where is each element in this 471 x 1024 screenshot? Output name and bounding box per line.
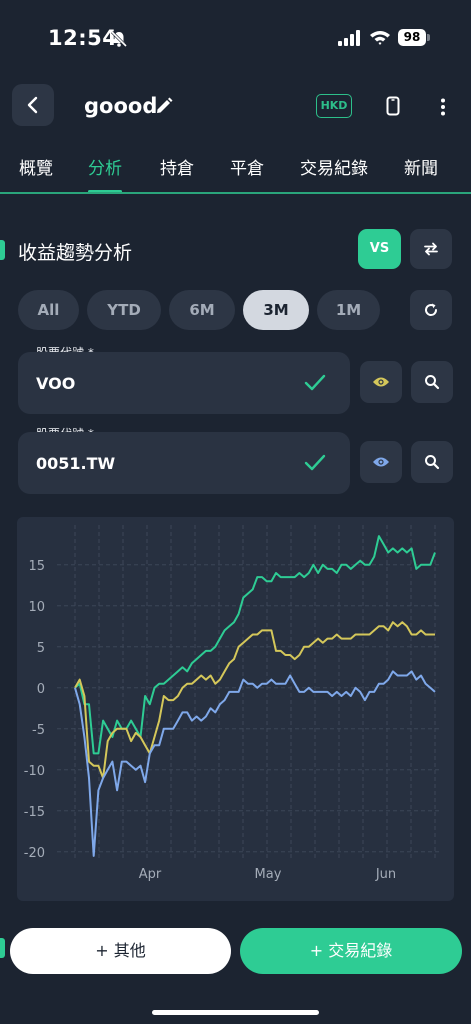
tab-overview[interactable]: 概覽 — [19, 159, 53, 179]
active-tab-indicator — [88, 190, 122, 193]
section-marker — [0, 240, 5, 260]
add-other-button[interactable]: + 其他 — [10, 928, 231, 974]
currency-badge[interactable]: HKD — [316, 94, 352, 118]
stock1-search-button[interactable] — [411, 361, 453, 403]
check-icon — [304, 454, 326, 471]
stock2-search-button[interactable] — [411, 441, 453, 483]
stock1-visibility-button[interactable] — [360, 361, 402, 403]
bottom-marker — [0, 938, 5, 958]
section-title: 收益趨勢分析 — [18, 242, 133, 264]
pencil-icon[interactable] — [155, 97, 173, 115]
y-tick-label: -20 — [24, 846, 45, 861]
more-vertical-icon[interactable] — [440, 98, 446, 116]
phone-icon[interactable] — [386, 96, 400, 116]
period-ytd[interactable]: YTD — [87, 290, 161, 330]
tab-analysis[interactable]: 分析 — [88, 159, 122, 179]
y-tick-label: 10 — [28, 600, 45, 615]
stock1-field[interactable]: VOO — [18, 352, 350, 414]
y-tick-label: 5 — [37, 641, 45, 656]
x-tick-label: Apr — [139, 867, 162, 882]
tab-holdings[interactable]: 持倉 — [160, 159, 194, 179]
stock1-value: VOO — [36, 374, 76, 393]
vs-button[interactable]: VS — [358, 229, 401, 269]
period-1m[interactable]: 1M — [317, 290, 380, 330]
stock2-value: 0051.TW — [36, 454, 116, 473]
y-tick-label: -5 — [32, 723, 45, 738]
battery-cap — [427, 34, 430, 41]
refresh-button[interactable] — [410, 290, 452, 330]
tab-news[interactable]: 新聞 — [404, 159, 438, 179]
period-6m[interactable]: 6M — [169, 290, 235, 330]
tab-transactions[interactable]: 交易紀錄 — [300, 159, 368, 179]
performance-chart: 15 10 5 0 -5 -10 -15 -20 Apr May Jun — [24, 525, 442, 882]
swap-button[interactable] — [410, 229, 452, 269]
eye-icon — [373, 377, 389, 387]
y-tick-label: -15 — [24, 805, 45, 820]
portfolio-title: goood — [84, 94, 158, 118]
refresh-icon — [425, 303, 438, 316]
signal-icon — [338, 30, 360, 46]
chart-card: 15 10 5 0 -5 -10 -15 -20 Apr May Jun — [17, 517, 454, 901]
swap-arrows-icon — [424, 242, 438, 256]
x-tick-label: May — [255, 867, 282, 882]
eye-icon — [373, 457, 389, 467]
add-trade-button[interactable]: + 交易紀錄 — [240, 928, 462, 974]
period-3m[interactable]: 3M — [243, 290, 309, 330]
series-line-3 — [74, 670, 436, 857]
series-line-2 — [74, 621, 435, 779]
x-tick-label: Jun — [375, 867, 396, 882]
home-indicator[interactable] — [152, 1010, 319, 1015]
check-icon — [304, 374, 326, 391]
y-tick-label: 0 — [37, 682, 45, 697]
status-time: 12:54 — [48, 26, 118, 50]
back-button[interactable] — [12, 84, 54, 126]
stock2-field[interactable]: 0051.TW — [18, 432, 350, 494]
battery-icon: 98 — [398, 29, 426, 46]
series-line-1 — [74, 535, 436, 755]
tab-divider — [0, 192, 471, 194]
period-all[interactable]: All — [18, 290, 79, 330]
search-icon — [425, 455, 440, 470]
y-tick-label: 15 — [28, 559, 45, 574]
search-icon — [425, 375, 440, 390]
bell-slash-icon — [110, 30, 128, 48]
chevron-left-icon — [27, 96, 38, 114]
tab-closed-positions[interactable]: 平倉 — [230, 159, 264, 179]
stock2-visibility-button[interactable] — [360, 441, 402, 483]
wifi-icon — [370, 31, 390, 45]
y-tick-label: -10 — [24, 764, 45, 779]
